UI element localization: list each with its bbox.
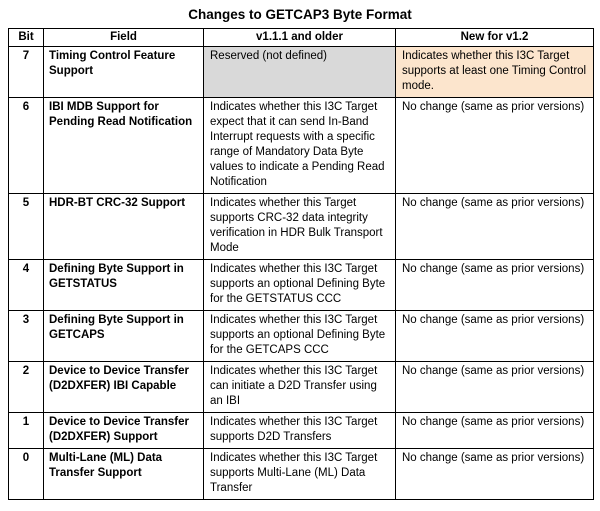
table-body: 7 Timing Control Feature Support Reserve… xyxy=(8,46,594,500)
table-row: 4 Defining Byte Support in GETSTATUS Ind… xyxy=(8,259,594,311)
column-header-field: Field xyxy=(43,28,204,47)
field-cell: Defining Byte Support in GETCAPS xyxy=(43,310,204,362)
bit-cell: 4 xyxy=(8,259,44,311)
bit-cell: 3 xyxy=(8,310,44,362)
field-cell: Device to Device Transfer (D2DXFER) IBI … xyxy=(43,361,204,413)
field-cell: Defining Byte Support in GETSTATUS xyxy=(43,259,204,311)
old-behavior-cell: Indicates whether this I3C Target suppor… xyxy=(203,310,396,362)
field-cell: IBI MDB Support for Pending Read Notific… xyxy=(43,97,204,194)
field-cell: Device to Device Transfer (D2DXFER) Supp… xyxy=(43,412,204,449)
field-cell: Timing Control Feature Support xyxy=(43,46,204,98)
column-header-bit: Bit xyxy=(8,28,44,47)
table-row: 1 Device to Device Transfer (D2DXFER) Su… xyxy=(8,412,594,449)
bit-cell: 2 xyxy=(8,361,44,413)
new-behavior-cell: No change (same as prior versions) xyxy=(395,193,594,260)
bit-cell: 6 xyxy=(8,97,44,194)
table-row: 0 Multi-Lane (ML) Data Transfer Support … xyxy=(8,448,594,500)
table-row: 5 HDR-BT CRC-32 Support Indicates whethe… xyxy=(8,193,594,260)
new-behavior-cell: No change (same as prior versions) xyxy=(395,448,594,500)
table-row: 2 Device to Device Transfer (D2DXFER) IB… xyxy=(8,361,594,413)
bit-cell: 7 xyxy=(8,46,44,98)
table-row: 6 IBI MDB Support for Pending Read Notif… xyxy=(8,97,594,194)
old-behavior-cell: Indicates whether this I3C Target can in… xyxy=(203,361,396,413)
old-behavior-cell: Indicates whether this I3C Target suppor… xyxy=(203,412,396,449)
column-header-old-version: v1.1.1 and older xyxy=(203,28,396,47)
new-behavior-cell: Indicates whether this I3C Target suppor… xyxy=(395,46,594,98)
table-row: 7 Timing Control Feature Support Reserve… xyxy=(8,46,594,98)
new-behavior-cell: No change (same as prior versions) xyxy=(395,310,594,362)
new-behavior-cell: No change (same as prior versions) xyxy=(395,259,594,311)
field-cell: Multi-Lane (ML) Data Transfer Support xyxy=(43,448,204,500)
table-title: Changes to GETCAP3 Byte Format xyxy=(188,7,412,22)
old-behavior-cell: Indicates whether this I3C Target expect… xyxy=(203,97,396,194)
new-behavior-cell: No change (same as prior versions) xyxy=(395,361,594,413)
old-behavior-cell: Indicates whether this Target supports C… xyxy=(203,193,396,260)
new-behavior-cell: No change (same as prior versions) xyxy=(395,97,594,194)
old-behavior-cell: Reserved (not defined) xyxy=(203,46,396,98)
new-behavior-cell: No change (same as prior versions) xyxy=(395,412,594,449)
old-behavior-cell: Indicates whether this I3C Target suppor… xyxy=(203,448,396,500)
getcap3-changes-table: Bit Field v1.1.1 and older New for v1.2 … xyxy=(8,28,594,500)
bit-cell: 1 xyxy=(8,412,44,449)
bit-cell: 0 xyxy=(8,448,44,500)
column-header-new-version: New for v1.2 xyxy=(395,28,594,47)
table-header-row: Bit Field v1.1.1 and older New for v1.2 xyxy=(8,28,594,47)
bit-cell: 5 xyxy=(8,193,44,260)
table-row: 3 Defining Byte Support in GETCAPS Indic… xyxy=(8,310,594,362)
old-behavior-cell: Indicates whether this I3C Target suppor… xyxy=(203,259,396,311)
field-cell: HDR-BT CRC-32 Support xyxy=(43,193,204,260)
